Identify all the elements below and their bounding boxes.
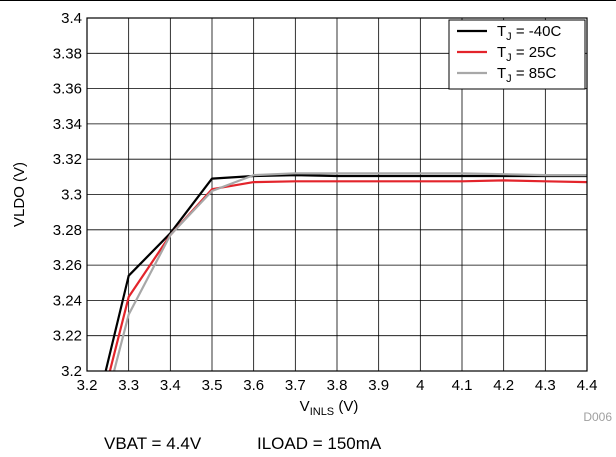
x-tick-label: 3.4 (160, 377, 181, 394)
x-axis-title-main: V (300, 398, 310, 415)
vldo-chart: 3.2 3.3 3.4 3.5 3.6 3.7 3.8 3.9 4 4.1 4.2 4.3 4.4 3.… (11, 10, 612, 424)
y-tick-label: 3.38 (53, 45, 82, 62)
x-axis-title-suffix: (V) (334, 398, 358, 415)
y-tick-label: 3.24 (53, 292, 82, 309)
y-tick-label: 3.28 (53, 222, 82, 239)
y-tick-label: 3.3 (61, 187, 82, 204)
y-tick-labels: 3.2 3.22 3.24 3.26 3.28 3.3 3.32 3.34 3.36 3.38 3.… (53, 10, 82, 380)
x-tick-label: 4.1 (452, 377, 473, 394)
x-tick-label: 3.7 (285, 377, 306, 394)
x-tick-label: 3.2 (77, 377, 98, 394)
x-tick-label: 4.3 (535, 377, 556, 394)
y-tick-label: 3.36 (53, 81, 82, 98)
legend-label-0: TJ = -40C (497, 23, 561, 43)
x-tick-label: 4.4 (577, 377, 598, 394)
caption-vbat: VBAT = 4.4V (104, 434, 202, 453)
x-tick-label: 3.8 (327, 377, 348, 394)
series-line-2 (113, 172, 587, 371)
series-lines (104, 172, 587, 371)
figure-id: D006 (583, 410, 612, 424)
series-line-1 (108, 179, 587, 371)
x-tick-label: 3.5 (202, 377, 223, 394)
caption-iload: ILOAD = 150mA (257, 434, 382, 453)
x-axis-title: VINLS (V) (300, 398, 359, 418)
y-tick-label: 3.22 (53, 328, 82, 345)
y-axis-title: VLDO (V) (11, 162, 28, 227)
x-tick-label: 3.6 (243, 377, 264, 394)
legend-label-2: TJ = 85C (497, 65, 556, 85)
x-tick-label: 4 (416, 377, 424, 394)
y-tick-label: 3.34 (53, 116, 82, 133)
plot-frame (86, 17, 588, 372)
x-axis-title-sub: INLS (310, 406, 334, 418)
x-tick-labels: 3.2 3.3 3.4 3.5 3.6 3.7 3.8 3.9 4 4.1 4.2 4.3 4.4 (77, 377, 598, 394)
y-tick-label: 3.26 (53, 257, 82, 274)
x-tick-label: 4.2 (493, 377, 514, 394)
x-tick-label: 3.9 (368, 377, 389, 394)
grid (87, 18, 587, 371)
x-tick-label: 3.3 (118, 377, 139, 394)
series-line-0 (104, 174, 587, 371)
y-tick-label: 3.4 (61, 10, 82, 27)
y-tick-label: 3.2 (61, 363, 82, 380)
legend-label-1: TJ = 25C (497, 44, 556, 64)
y-tick-label: 3.32 (53, 151, 82, 168)
top-rule (0, 0, 616, 1)
